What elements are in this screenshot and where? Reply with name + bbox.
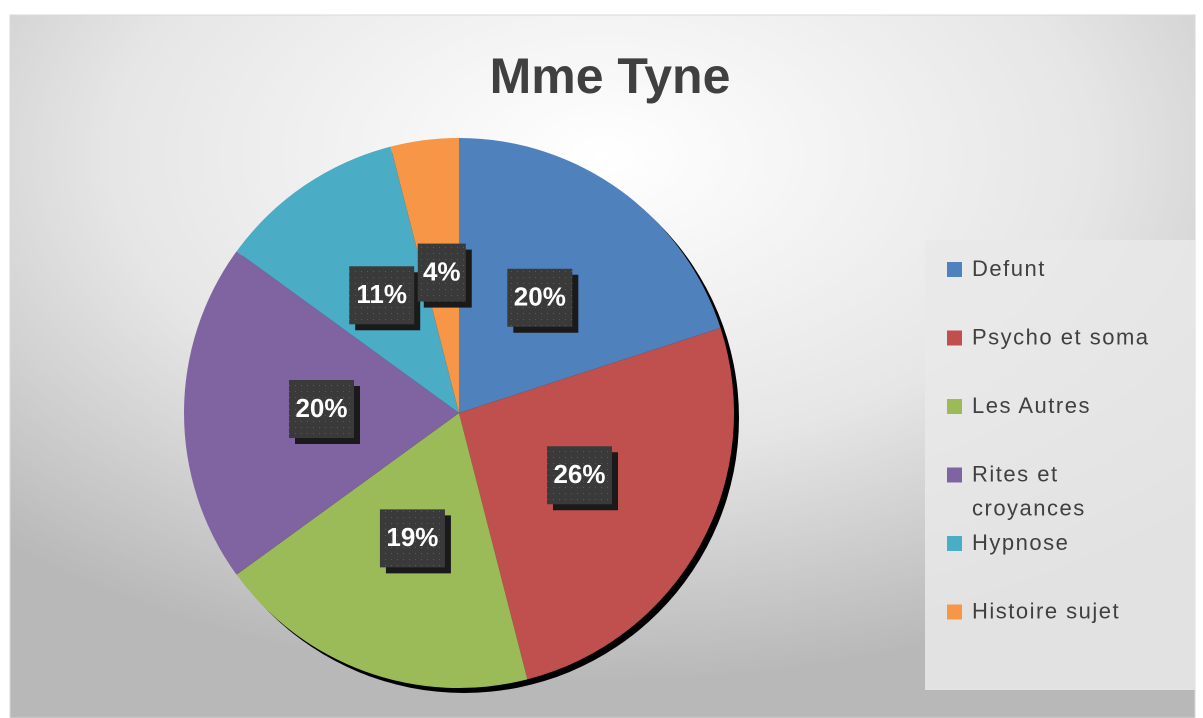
data-label: 20% [295,393,347,423]
legend-swatch [947,399,962,414]
pie-slice [236,146,459,413]
legend-swatch [947,536,962,551]
pie-slice [459,138,721,413]
data-label-box [379,509,445,568]
legend-label: Defunt [972,256,1046,281]
data-label-box [417,243,466,302]
legend-box [925,240,1195,690]
data-label: 4% [423,256,461,286]
data-label: 11% [356,279,407,309]
data-label-box [507,268,573,327]
legend-swatch [947,262,962,277]
legend-label: Rites et croyances [972,461,1086,520]
legend-swatch [947,604,962,620]
legend-label: Hypnose [972,530,1069,555]
legend-label: Histoire sujet [972,598,1120,623]
legend-label: Psycho et soma [972,324,1150,349]
data-label: 26% [553,459,605,489]
chart-title: Mme Tyne [490,48,731,104]
legend-swatch [947,330,962,346]
legend-swatch [947,467,962,483]
data-label-box [289,380,354,438]
data-label-box [349,266,415,325]
data-label: 20% [514,282,566,312]
legend-label: Les Autres [972,393,1091,418]
data-label-box [546,446,612,505]
data-label: 19% [386,522,438,552]
